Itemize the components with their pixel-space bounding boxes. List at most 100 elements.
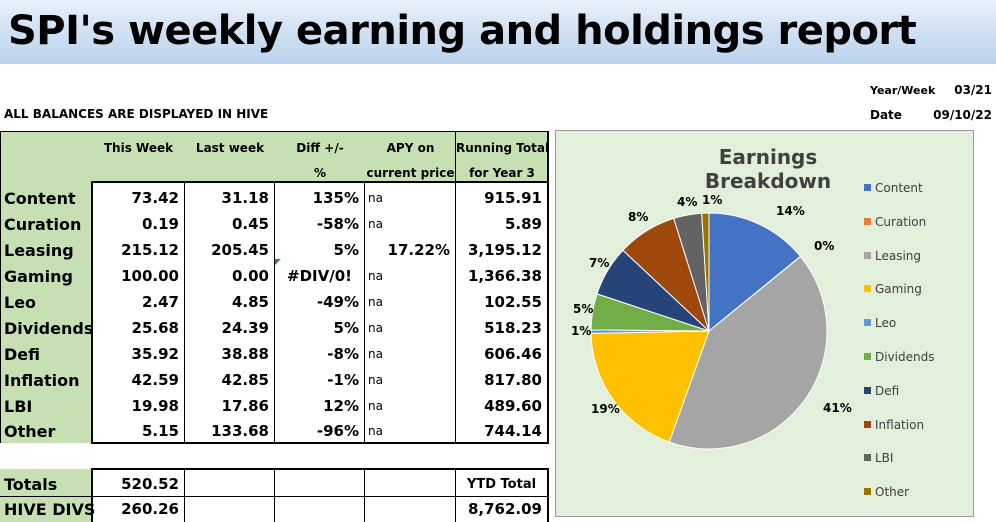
col-header-diff: Diff +/- xyxy=(296,141,344,155)
label-column xyxy=(0,181,92,443)
cell-last-week: 24.39 xyxy=(221,319,269,337)
cell-diff: 5% xyxy=(333,319,359,337)
legend-item-leo: Leo xyxy=(864,316,896,330)
legend-item-leasing: Leasing xyxy=(864,248,922,263)
cell-running: 518.23 xyxy=(484,319,542,337)
cell-running: 489.60 xyxy=(484,397,542,415)
cell-running: 606.46 xyxy=(484,345,542,363)
ytd-total-label: YTD Total xyxy=(466,477,537,492)
ytd-total-value: 8,762.09 xyxy=(467,500,542,518)
cell-diff: 12% xyxy=(323,397,359,415)
legend-swatch xyxy=(864,420,871,428)
legend-label: Other xyxy=(875,485,910,500)
cell-this-week: 25.68 xyxy=(131,319,179,337)
legend-item-inflation: Inflation xyxy=(864,417,925,432)
legend-label: Dividends xyxy=(875,350,935,364)
row-label: Inflation xyxy=(4,371,80,390)
cell-last-week: 0.45 xyxy=(231,215,269,233)
cell-last-week: 4.85 xyxy=(231,293,269,311)
legend-label: Curation xyxy=(875,214,927,229)
cell-apy: na xyxy=(368,373,383,387)
balance-note: ALL BALANCES ARE DISPLAYED IN HIVE xyxy=(4,107,269,121)
cell-running: 102.55 xyxy=(484,293,542,311)
totals-value: 520.52 xyxy=(121,475,179,493)
row-label: Defi xyxy=(4,345,40,364)
pie-label-content: 14% xyxy=(776,204,805,218)
pie-label-leo: 1% xyxy=(571,324,592,338)
col-header-last-week: Last week xyxy=(195,141,265,155)
legend-label: Defi xyxy=(875,383,900,398)
legend-item-gaming: Gaming xyxy=(864,282,922,297)
cell-last-week: 0.00 xyxy=(231,267,269,285)
cell-diff: -96% xyxy=(316,422,359,440)
pie-label-curation: 0% xyxy=(814,239,835,253)
cell-diff: 135% xyxy=(312,189,359,207)
cell-apy: na xyxy=(368,321,383,335)
legend-label: Leasing xyxy=(875,248,922,263)
col-header-running: Running Total xyxy=(456,141,550,155)
report-title: SPI's weekly earning and holdings report xyxy=(8,8,917,54)
legend-swatch xyxy=(864,488,871,496)
cell-diff: 5% xyxy=(333,241,359,259)
cell-this-week: 100.00 xyxy=(121,267,179,285)
legend-swatch xyxy=(864,251,871,259)
row-label: Leo xyxy=(4,293,37,312)
legend-swatch xyxy=(864,184,871,191)
legend-item-lbi: LBI xyxy=(864,451,894,466)
row-label: Leasing xyxy=(4,241,74,260)
year-week-label: Year/Week xyxy=(870,84,936,97)
legend-swatch xyxy=(864,217,871,225)
legend-swatch xyxy=(864,285,871,293)
cell-this-week: 5.15 xyxy=(141,422,179,440)
pie-label-gaming: 19% xyxy=(591,402,620,416)
col-header-apy: APY on xyxy=(386,141,435,155)
cell-apy: na xyxy=(368,217,383,231)
col-header-diff-pct: % xyxy=(313,166,327,180)
cell-apy: na xyxy=(368,424,383,438)
legend-swatch xyxy=(864,454,871,462)
legend-swatch xyxy=(864,386,871,394)
year-week-value: 03/21 xyxy=(954,83,992,97)
legend-label: Content xyxy=(875,181,923,195)
legend-item-curation: Curation xyxy=(864,214,927,229)
cell-running: 744.14 xyxy=(484,422,542,440)
legend-item-content: Content xyxy=(864,181,923,195)
col-header-apy-price: current price xyxy=(366,166,455,180)
cell-last-week: 133.68 xyxy=(211,422,269,440)
legend-swatch xyxy=(864,319,871,327)
cell-last-week: 31.18 xyxy=(221,189,269,207)
totals-label: Totals xyxy=(4,475,58,494)
cell-this-week: 0.19 xyxy=(141,215,179,233)
chart-title: Earnings Breakdown xyxy=(704,145,832,193)
cell-this-week: 42.59 xyxy=(131,371,179,389)
cell-this-week: 35.92 xyxy=(131,345,179,363)
date-value: 09/10/22 xyxy=(933,108,992,122)
date-label: Date xyxy=(870,108,902,122)
legend-label: Inflation xyxy=(875,417,925,432)
cell-apy: na xyxy=(368,347,383,361)
cell-this-week: 73.42 xyxy=(131,189,179,207)
col-header-running-year: for Year 3 xyxy=(469,166,535,180)
cell-last-week: 42.85 xyxy=(221,371,269,389)
pie-label-leasing: 41% xyxy=(823,401,852,415)
cell-diff: -58% xyxy=(316,215,359,233)
hive-divs-value: 260.26 xyxy=(121,500,179,518)
cell-running: 5.89 xyxy=(504,215,542,233)
legend-item-other: Other xyxy=(864,485,910,500)
cell-last-week: 17.86 xyxy=(221,397,269,415)
pie-label-other: 1% xyxy=(702,193,723,207)
cell-last-week: 205.45 xyxy=(211,241,269,259)
totals-label-band xyxy=(0,469,92,522)
legend-label: LBI xyxy=(875,451,894,466)
cell-apy: na xyxy=(368,399,383,413)
legend-item-defi: Defi xyxy=(864,383,900,398)
cell-this-week: 215.12 xyxy=(121,241,179,259)
legend-label: Gaming xyxy=(875,282,922,297)
cell-running: 915.91 xyxy=(484,189,542,207)
pie-label-defi: 7% xyxy=(589,256,610,270)
cell-last-week: 38.88 xyxy=(221,345,269,363)
col-header-this-week: This Week xyxy=(103,141,174,155)
hive-divs-label: HIVE DIVS xyxy=(4,500,96,519)
cell-running: 817.80 xyxy=(484,371,542,389)
cell-running: 1,366.38 xyxy=(467,267,542,285)
